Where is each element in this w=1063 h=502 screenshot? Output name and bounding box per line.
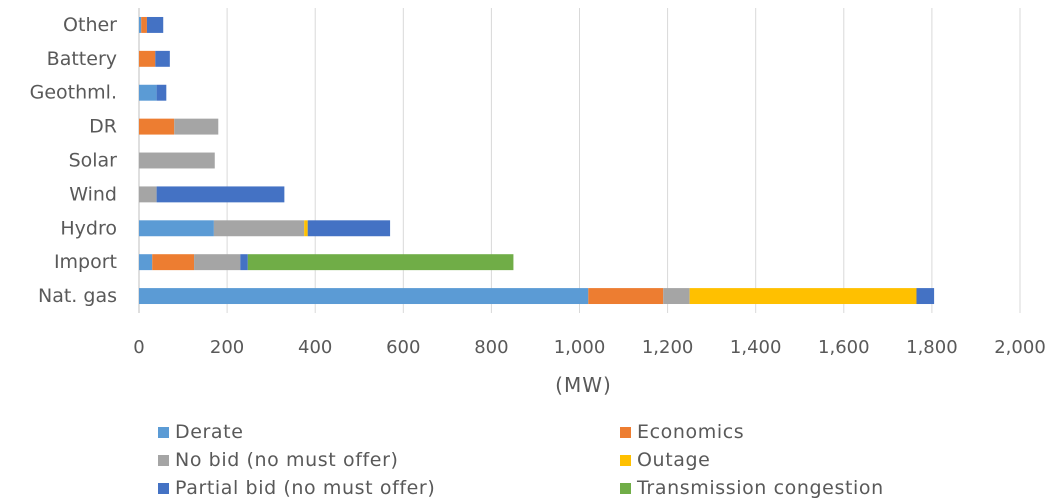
category-label: Solar [69,150,118,172]
x-tick-label: 1,200 [642,337,694,358]
bar-segment [916,288,935,305]
bar-segment [146,16,164,33]
category-label: DR [89,116,117,138]
legend-label: Outage [637,449,711,471]
legend-item: Transmission congestion [620,474,884,502]
bar-segment [139,84,157,101]
legend-label: Partial bid (no must offer) [175,477,436,499]
bar-segment [240,254,248,271]
legend-swatch [620,482,631,494]
bar-segment [304,220,308,237]
x-tick-label: 1,400 [730,337,782,358]
bar-segment [141,16,147,33]
bar-segment [194,254,241,271]
legend-label: Derate [175,421,244,443]
bar-segment [663,288,690,305]
x-tick-label: 200 [210,337,244,358]
category-label: Wind [69,183,117,205]
category-label: Other [63,14,117,36]
bar-segment [155,50,170,67]
legend-label: Economics [637,421,745,443]
bar-segment [139,220,214,237]
x-tick-label: 1,000 [554,337,606,358]
bar-segment [588,288,664,305]
category-label: Nat. gas [38,285,117,307]
bar-segment [174,118,219,135]
bar-segment [139,288,589,305]
legend-item: No bid (no must offer) [158,446,399,474]
bar-segment [139,16,142,33]
category-label: Geothml. [30,82,117,104]
legend-swatch [158,454,169,466]
bar-segment [156,186,285,203]
x-tick-label: 1,600 [818,337,870,358]
bar-segment [139,254,153,271]
bar-segment [139,186,157,203]
legend-swatch [158,426,169,438]
bar-segment [689,288,917,305]
bar-segment [213,220,305,237]
legend-item: Economics [620,418,744,446]
bar-segment [152,254,195,271]
x-tick-label: 800 [474,337,508,358]
x-tick-label: 0 [133,337,144,358]
bar-segment [247,254,514,271]
legend-item: Derate [158,418,244,446]
legend-label: No bid (no must offer) [175,449,399,471]
legend-item: Outage [620,446,710,474]
bar-segment [307,220,391,237]
legend-swatch [620,454,631,466]
bar-segment [139,152,215,169]
x-tick-label: 600 [386,337,420,358]
bar-segment [156,84,167,101]
bar-segment [139,50,156,67]
category-label: Import [54,251,117,273]
bar-segment [139,118,175,135]
x-tick-label: 1,800 [906,337,958,358]
x-axis-label: (MW) [555,373,612,397]
category-label: Battery [47,48,117,70]
category-label: Hydro [60,217,117,239]
chart-plot: 0 200 400 600 800 1,000 1,200 1,400 1,600 1,800 2,… [30,8,1046,397]
x-tick-label: 400 [298,337,332,358]
legend-swatch [620,426,631,438]
legend-item: Partial bid (no must offer) [158,474,435,502]
x-tick-label: 2,000 [994,337,1046,358]
legend-swatch [158,482,169,494]
legend-label: Transmission congestion [637,477,884,499]
